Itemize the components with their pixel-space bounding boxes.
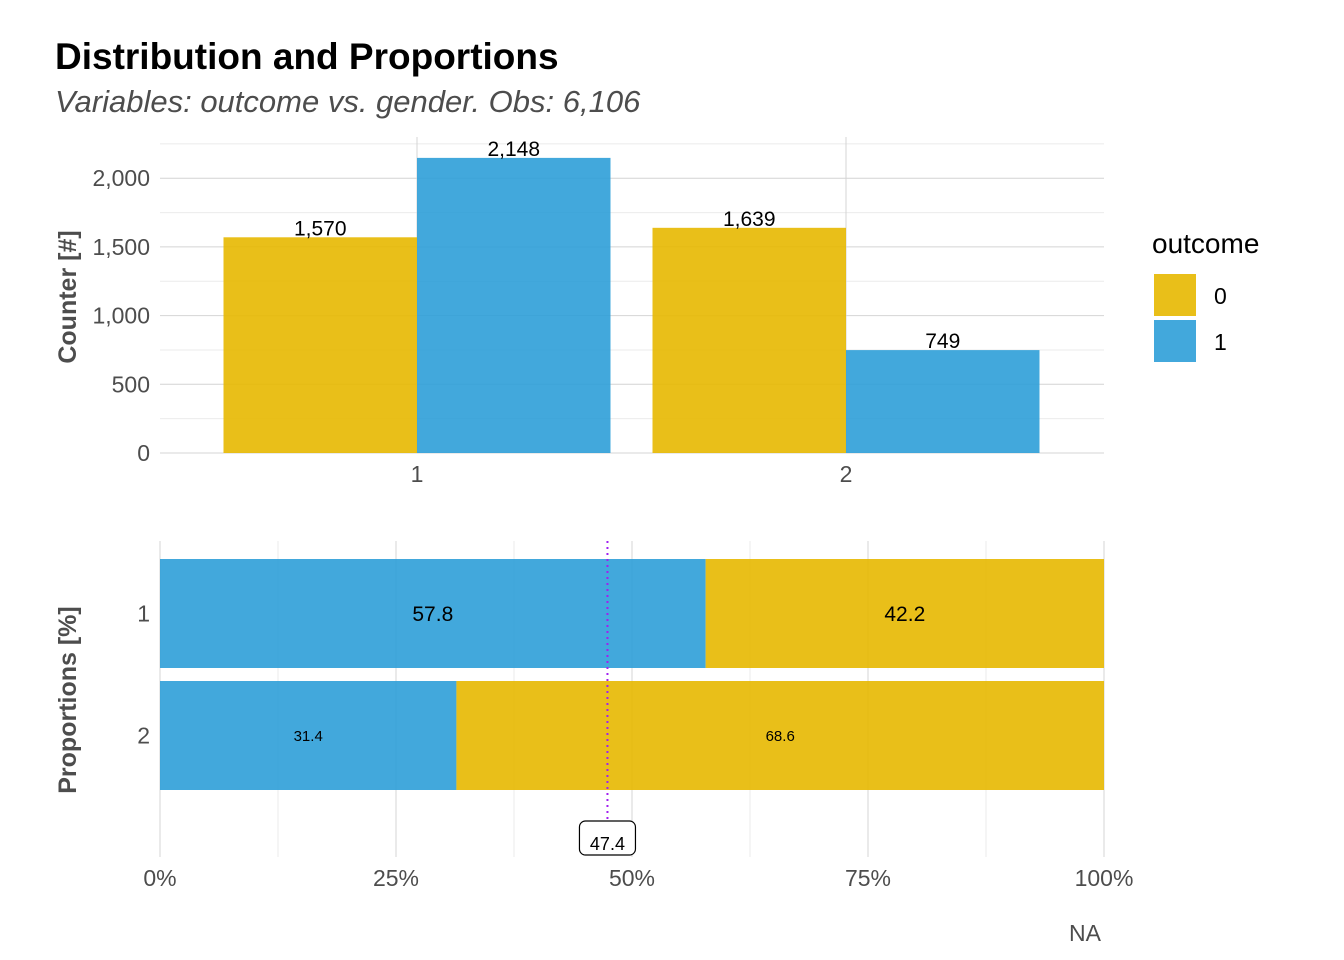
bar-value-label: 1,570	[294, 217, 347, 240]
segment-outcome-0-gender-2	[456, 681, 1104, 790]
bar-outcome-0-gender-1	[223, 237, 417, 453]
legend-items: 01	[1154, 274, 1227, 362]
y-tick-label: 1,500	[92, 234, 150, 260]
legend-swatch-0	[1154, 274, 1196, 316]
mean-reference: 47.4	[578, 541, 637, 856]
bar-outcome-1-gender-1	[417, 157, 611, 453]
proportions-bars	[160, 559, 1104, 790]
y-tick-label: 2	[137, 723, 150, 749]
x-tick-label: 25%	[373, 865, 419, 891]
x-tick-label: 75%	[845, 865, 891, 891]
legend-label-1: 1	[1214, 329, 1227, 355]
x-tick-label: 2	[840, 461, 853, 487]
legend: outcome 01	[1152, 228, 1259, 362]
chart-subtitle: Variables: outcome vs. gender. Obs: 6,10…	[55, 84, 641, 119]
distribution-data-labels: 1,570 2,148 1,639 749	[294, 138, 960, 353]
proportions-y-axis-title: Proportions [%]	[54, 606, 82, 794]
x-tick-label: 0%	[143, 865, 176, 891]
y-tick-label: 0	[137, 440, 150, 466]
proportions-panel: 57.8 42.231.4 68.6 47.4 0% 25% 50% 75% 100%12 …	[54, 541, 1133, 946]
bar-value-label: 1,639	[723, 208, 776, 231]
segment-value-label: 42.2	[884, 603, 925, 626]
proportions-axes: 0% 25% 50% 75% 100% 1 2	[137, 601, 1133, 892]
segment-value-label: 57.8	[412, 603, 453, 626]
legend-label-0: 0	[1214, 283, 1227, 309]
proportions-data-labels: 57.8 42.2 31.4 68.6	[294, 603, 926, 745]
chart-title: Distribution and Proportions	[55, 36, 559, 77]
y-tick-label: 1	[137, 601, 150, 627]
legend-title: outcome	[1152, 228, 1259, 259]
distribution-bars	[223, 157, 1040, 453]
x-tick-label: 1	[411, 461, 424, 487]
x-tick-label: 50%	[609, 865, 655, 891]
mean-label: 47.4	[590, 834, 625, 854]
y-tick-label: 2,000	[92, 165, 150, 191]
segment-outcome-1-gender-2	[160, 681, 457, 790]
y-tick-label: 500	[112, 371, 150, 397]
distribution-axes: 0 500 1,000 1,500 2,000 1 2	[92, 165, 852, 487]
segment-value-label: 68.6	[766, 728, 795, 745]
bar-outcome-0-gender-2	[652, 227, 846, 453]
distribution-y-axis-title: Counter [#]	[54, 230, 82, 363]
bar-outcome-1-gender-2	[846, 350, 1040, 453]
legend-swatch-1	[1154, 320, 1196, 362]
segment-outcome-0-gender-1	[705, 559, 1104, 668]
mean-label-box	[578, 820, 637, 856]
x-tick-label: 100%	[1075, 865, 1134, 891]
proportions-x-axis-title: NA	[1069, 920, 1102, 946]
distribution-panel: 1,570 2,148 1,639 749 0 500 1,000 1,500 2,000 1 2…	[54, 137, 1104, 487]
y-tick-label: 1,000	[92, 303, 150, 329]
bar-value-label: 2,148	[487, 138, 540, 161]
segment-outcome-1-gender-1	[160, 559, 706, 668]
segment-value-label: 31.4	[294, 728, 323, 745]
bar-value-label: 749	[925, 330, 960, 353]
